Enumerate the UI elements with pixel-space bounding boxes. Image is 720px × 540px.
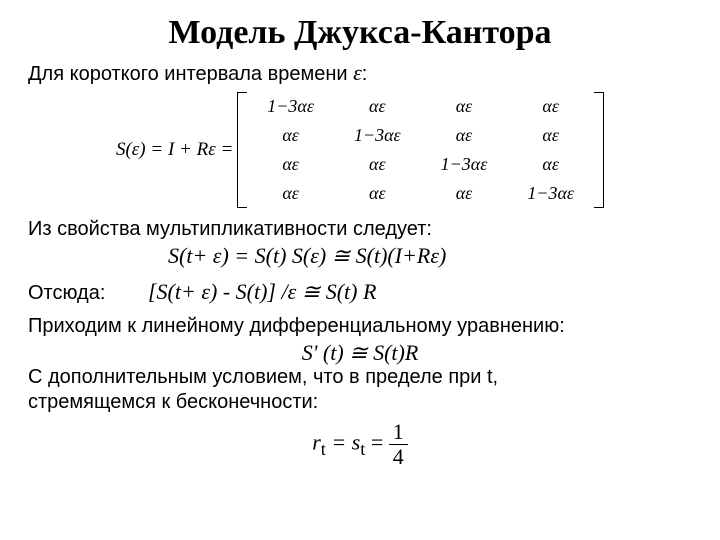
matrix-cell: αε [247,121,334,150]
equals: = [371,430,389,455]
matrix-cell: αε [334,92,421,121]
line-ode: Приходим к линейному дифференциальному у… [28,315,692,338]
matrix-cell: 1−3αε [247,92,334,121]
label-hence: Отсюда: [28,282,148,305]
s-sub: t [360,439,365,459]
matrix-cell: 1−3αε [507,179,594,208]
matrix-cell: αε [421,121,508,150]
matrix-equation: S(ε) = I + Rε = 1−3αε αε αε αε αε 1−3αε … [28,92,692,208]
lhs-expression: S(ε) = I + Rε = [116,139,233,161]
matrix-row: αε αε αε 1−3αε [247,179,594,208]
eq-s: = s [326,430,360,455]
line-short-interval: Для короткого интервала времени ε: [28,60,692,86]
epsilon: ε [353,60,362,85]
fraction-num: 1 [389,420,408,445]
text-interval-prefix: Для короткого интервала времени [28,63,353,85]
matrix-cell: 1−3αε [334,121,421,150]
fraction-one-quarter: 1 4 [389,420,408,469]
matrix-row: 1−3αε αε αε αε [247,92,594,121]
line-condition-1: С дополнительным условием, что в пределе… [28,366,692,389]
matrix-cell: αε [247,150,334,179]
matrix-body: 1−3αε αε αε αε αε 1−3αε αε αε αε αε 1−3α… [247,92,594,208]
fraction-den: 4 [389,445,408,469]
transition-matrix: 1−3αε αε αε αε αε 1−3αε αε αε αε αε 1−3α… [237,92,604,208]
matrix-cell: αε [421,92,508,121]
formula-ode: S' (t) ≅ S(t)R [28,340,692,366]
limit-equation: rt = st = 1 4 [28,420,692,469]
row-hence: Отсюда: [S(t+ ε) - S(t)] /ε ≅ S(t) R [28,279,692,305]
left-bracket [237,92,247,208]
line-condition-2: стремящемся к бесконечности: [28,391,692,414]
matrix-row: αε αε 1−3αε αε [247,150,594,179]
matrix-cell: αε [247,179,334,208]
formula-hence: [S(t+ ε) - S(t)] /ε ≅ S(t) R [148,279,376,305]
formula-multiplicativity: S(t+ ε) = S(t) S(ε) ≅ S(t)(I+Rε) [28,243,692,269]
matrix-cell: αε [507,150,594,179]
matrix-cell: αε [507,121,594,150]
matrix-cell: αε [334,150,421,179]
matrix-row: αε 1−3αε αε αε [247,121,594,150]
matrix-cell: αε [507,92,594,121]
matrix-cell: αε [421,179,508,208]
r-symbol: r [312,430,321,455]
slide-title: Модель Джукса-Кантора [28,14,692,52]
right-bracket [594,92,604,208]
line-multiplicativity: Из свойства мультипликативности следует: [28,218,692,241]
matrix-cell: αε [334,179,421,208]
matrix-cell: 1−3αε [421,150,508,179]
colon: : [362,63,368,85]
